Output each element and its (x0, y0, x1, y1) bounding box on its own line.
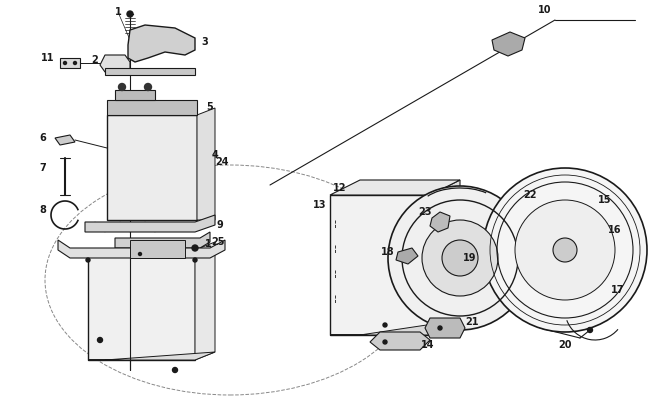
Text: 24: 24 (215, 157, 229, 167)
Polygon shape (370, 332, 430, 350)
Polygon shape (396, 248, 418, 264)
Circle shape (127, 11, 133, 17)
Text: 25: 25 (211, 237, 225, 247)
Polygon shape (88, 250, 195, 360)
Circle shape (73, 62, 77, 64)
Bar (130, 240, 185, 258)
Circle shape (383, 340, 387, 344)
Text: 23: 23 (418, 207, 432, 217)
Circle shape (422, 220, 498, 296)
Circle shape (483, 168, 647, 332)
Polygon shape (107, 100, 197, 115)
Circle shape (438, 326, 442, 330)
Polygon shape (492, 32, 525, 56)
Circle shape (193, 258, 197, 262)
Circle shape (86, 258, 90, 262)
Circle shape (144, 83, 151, 90)
Polygon shape (195, 242, 215, 360)
Text: 14: 14 (421, 340, 435, 350)
Text: 18: 18 (381, 247, 395, 257)
Text: 16: 16 (608, 225, 622, 235)
Polygon shape (115, 232, 210, 248)
Text: 22: 22 (523, 190, 537, 200)
Polygon shape (330, 180, 460, 195)
Circle shape (98, 337, 103, 343)
Text: 21: 21 (465, 317, 479, 327)
Text: 17: 17 (611, 285, 625, 295)
Circle shape (515, 200, 615, 300)
Text: 6: 6 (40, 133, 46, 143)
Polygon shape (58, 240, 225, 258)
Text: 9: 9 (216, 220, 224, 230)
Polygon shape (197, 108, 215, 220)
Polygon shape (60, 58, 80, 68)
Text: 3: 3 (202, 37, 209, 47)
Circle shape (388, 186, 532, 330)
Text: 4: 4 (212, 150, 218, 160)
Circle shape (64, 62, 66, 64)
Polygon shape (330, 195, 430, 335)
Circle shape (192, 245, 198, 251)
Circle shape (138, 252, 142, 256)
Polygon shape (425, 318, 465, 338)
Polygon shape (100, 55, 130, 72)
Text: 10: 10 (538, 5, 552, 15)
Text: 8: 8 (40, 205, 46, 215)
Text: 15: 15 (598, 195, 612, 205)
Circle shape (588, 328, 593, 333)
Circle shape (553, 238, 577, 262)
Polygon shape (115, 90, 155, 100)
Text: 19: 19 (463, 253, 476, 263)
Text: 12: 12 (333, 183, 346, 193)
Polygon shape (85, 215, 215, 232)
Text: 11: 11 (41, 53, 55, 63)
Text: 2: 2 (92, 55, 98, 65)
Polygon shape (430, 212, 450, 232)
Text: 5: 5 (207, 102, 213, 112)
Text: 1: 1 (205, 239, 211, 249)
Polygon shape (105, 68, 195, 75)
Polygon shape (128, 25, 195, 62)
Polygon shape (88, 352, 215, 360)
Circle shape (172, 367, 177, 373)
Polygon shape (430, 180, 460, 335)
Text: 7: 7 (40, 163, 46, 173)
Circle shape (383, 323, 387, 327)
Polygon shape (55, 135, 75, 145)
Text: 20: 20 (558, 340, 572, 350)
Text: 13: 13 (313, 200, 327, 210)
Polygon shape (330, 320, 460, 335)
Circle shape (118, 83, 125, 90)
Bar (107, 115, 197, 220)
Circle shape (442, 240, 478, 276)
Text: 1: 1 (114, 7, 122, 17)
